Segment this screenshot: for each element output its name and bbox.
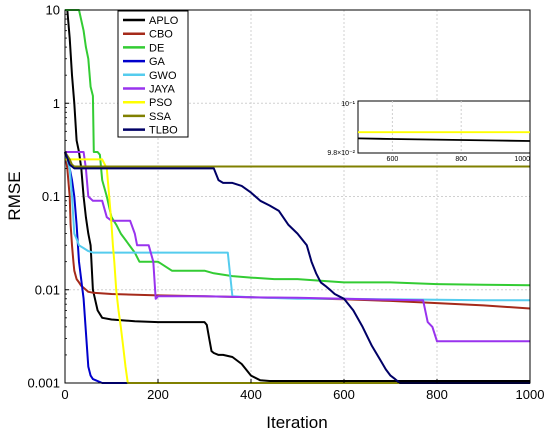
series-lines bbox=[64, 9, 531, 384]
x-tick-label: 200 bbox=[147, 387, 169, 402]
legend-label-ga: GA bbox=[149, 56, 166, 68]
legend-label-tlbo: TLBO bbox=[149, 125, 178, 137]
series-line-jaya bbox=[65, 151, 530, 343]
inset-y-tick-label: 9.8×10⁻² bbox=[327, 150, 355, 157]
x-tick-label: 0 bbox=[61, 387, 68, 402]
x-axis-ticks: 0 200 400 600 800 1000 bbox=[61, 379, 544, 402]
inset-plot: 600 800 1000 10⁻¹ 9.8×10⁻² bbox=[327, 100, 531, 163]
inset-x-tick-label: 600 bbox=[387, 156, 399, 163]
y-axis-ticks: 0.001 0.01 0.1 1 10 bbox=[27, 3, 69, 391]
series-line-ssa bbox=[64, 151, 530, 168]
inset-series-line-aplo bbox=[357, 137, 531, 142]
inset-y-tick-label: 10⁻¹ bbox=[341, 101, 355, 108]
legend-label-aplo: APLO bbox=[149, 15, 179, 27]
series-line-gwo bbox=[64, 151, 530, 302]
y-tick-label: 1 bbox=[53, 96, 60, 111]
inset-x-tick-label: 1000 bbox=[514, 156, 530, 163]
x-tick-label: 400 bbox=[240, 387, 262, 402]
series-line-tlbo bbox=[64, 151, 530, 384]
x-axis-label: Iteration bbox=[266, 413, 327, 432]
series-line-pso bbox=[65, 158, 530, 384]
legend-label-gwo: GWO bbox=[149, 70, 177, 82]
series-line-ga bbox=[64, 151, 530, 384]
legend-label-jaya: JAYA bbox=[149, 84, 176, 96]
legend-label-pso: PSO bbox=[149, 97, 173, 109]
y-tick-label: 0.01 bbox=[35, 282, 60, 297]
inset-x-tick-label: 800 bbox=[455, 156, 467, 163]
x-tick-label: 800 bbox=[426, 387, 448, 402]
legend-label-ssa: SSA bbox=[149, 111, 172, 123]
legend-label-de: DE bbox=[149, 42, 164, 54]
series-line-de bbox=[65, 9, 531, 287]
series-line-aplo bbox=[65, 9, 530, 382]
inset-frame bbox=[357, 100, 531, 154]
x-tick-label: 600 bbox=[333, 387, 355, 402]
y-tick-label: 0.001 bbox=[27, 376, 60, 391]
y-axis-label: RMSE bbox=[5, 171, 24, 220]
legend-label-cbo: CBO bbox=[149, 29, 173, 41]
x-tick-label: 1000 bbox=[516, 387, 545, 402]
y-tick-label: 0.1 bbox=[42, 189, 60, 204]
y-tick-label: 10 bbox=[46, 3, 60, 18]
